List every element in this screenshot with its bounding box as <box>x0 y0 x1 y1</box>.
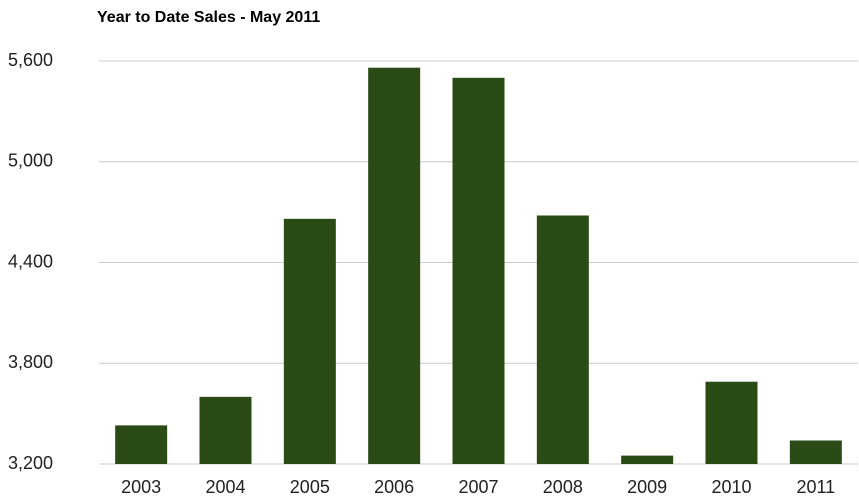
bar <box>621 455 674 464</box>
x-tick-label: 2004 <box>205 477 245 497</box>
x-tick-label: 2011 <box>796 477 835 497</box>
bar <box>536 215 589 464</box>
y-tick-label: 4,400 <box>8 251 53 271</box>
x-tick-label: 2010 <box>711 477 751 497</box>
bar <box>452 77 505 465</box>
x-tick-label: 2008 <box>543 477 583 497</box>
bar <box>705 381 758 464</box>
y-tick-label: 5,000 <box>8 151 53 171</box>
y-tick-label: 5,600 <box>8 50 53 70</box>
bar <box>199 396 252 464</box>
chart-title: Year to Date Sales - May 2011 <box>97 9 320 26</box>
x-tick-label: 2005 <box>290 477 330 497</box>
x-tick-label: 2003 <box>121 477 161 497</box>
bar <box>368 67 421 464</box>
bar <box>789 440 842 464</box>
x-tick-label: 2009 <box>627 477 667 497</box>
y-tick-label: 3,200 <box>8 453 53 473</box>
x-tick-label: 2006 <box>374 477 414 497</box>
y-tick-label: 3,800 <box>8 352 53 372</box>
bar <box>115 425 168 464</box>
bar <box>283 218 336 464</box>
x-tick-label: 2007 <box>458 477 498 497</box>
